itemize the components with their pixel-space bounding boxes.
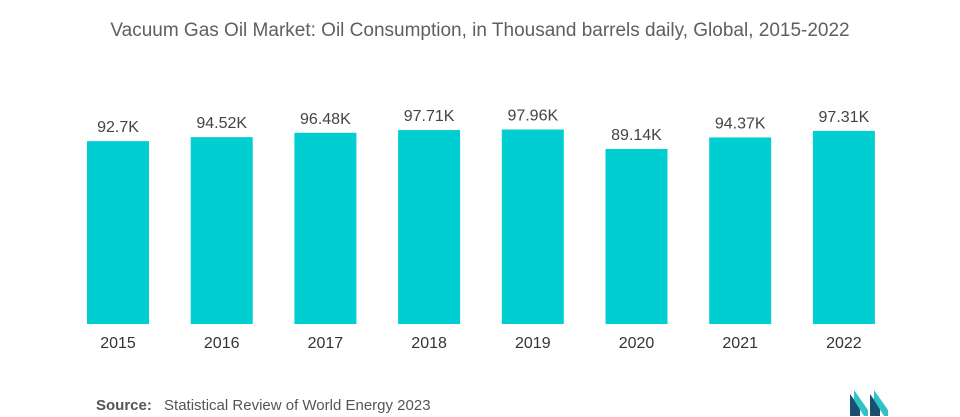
value-label-2021: 94.37K — [715, 115, 766, 132]
mordor-intelligence-logo-icon — [850, 390, 888, 416]
source-note: Source: Statistical Review of World Ener… — [96, 397, 431, 414]
x-tick-2021: 2021 — [722, 335, 758, 352]
bar-2020 — [605, 149, 668, 324]
source-label: Source: — [96, 397, 152, 414]
x-tick-2016: 2016 — [204, 335, 240, 352]
source-text: Statistical Review of World Energy 2023 — [164, 397, 431, 414]
bar-2021 — [709, 137, 772, 324]
value-label-2018: 97.71K — [404, 108, 455, 125]
x-tick-labels-group: 2015 2016 2017 2018 2019 2020 2021 2022 — [100, 335, 862, 352]
value-label-2015: 92.7K — [97, 119, 139, 136]
bar-2017 — [294, 132, 357, 324]
bar-2018 — [398, 130, 461, 324]
bars-group — [87, 129, 875, 324]
value-label-2017: 96.48K — [300, 111, 351, 128]
chart-title: Vacuum Gas Oil Market: Oil Consumption, … — [110, 20, 850, 41]
x-tick-2019: 2019 — [515, 335, 551, 352]
bar-2016 — [190, 137, 253, 324]
bar-2019 — [501, 129, 564, 324]
value-label-2016: 94.52K — [196, 115, 247, 132]
x-tick-2022: 2022 — [826, 335, 862, 352]
bar-2022 — [812, 130, 875, 324]
bar-2015 — [87, 141, 149, 324]
value-label-2019: 97.96K — [507, 108, 558, 125]
x-tick-2020: 2020 — [619, 335, 655, 352]
value-label-2022: 97.31K — [819, 109, 870, 126]
x-tick-2018: 2018 — [411, 335, 447, 352]
value-label-2020: 89.14K — [611, 127, 662, 144]
x-tick-2015: 2015 — [100, 335, 136, 352]
x-tick-2017: 2017 — [308, 335, 344, 352]
value-labels-group: 92.7K 94.52K 96.48K 97.71K 97.96K 89.14K 94.37… — [97, 108, 869, 144]
